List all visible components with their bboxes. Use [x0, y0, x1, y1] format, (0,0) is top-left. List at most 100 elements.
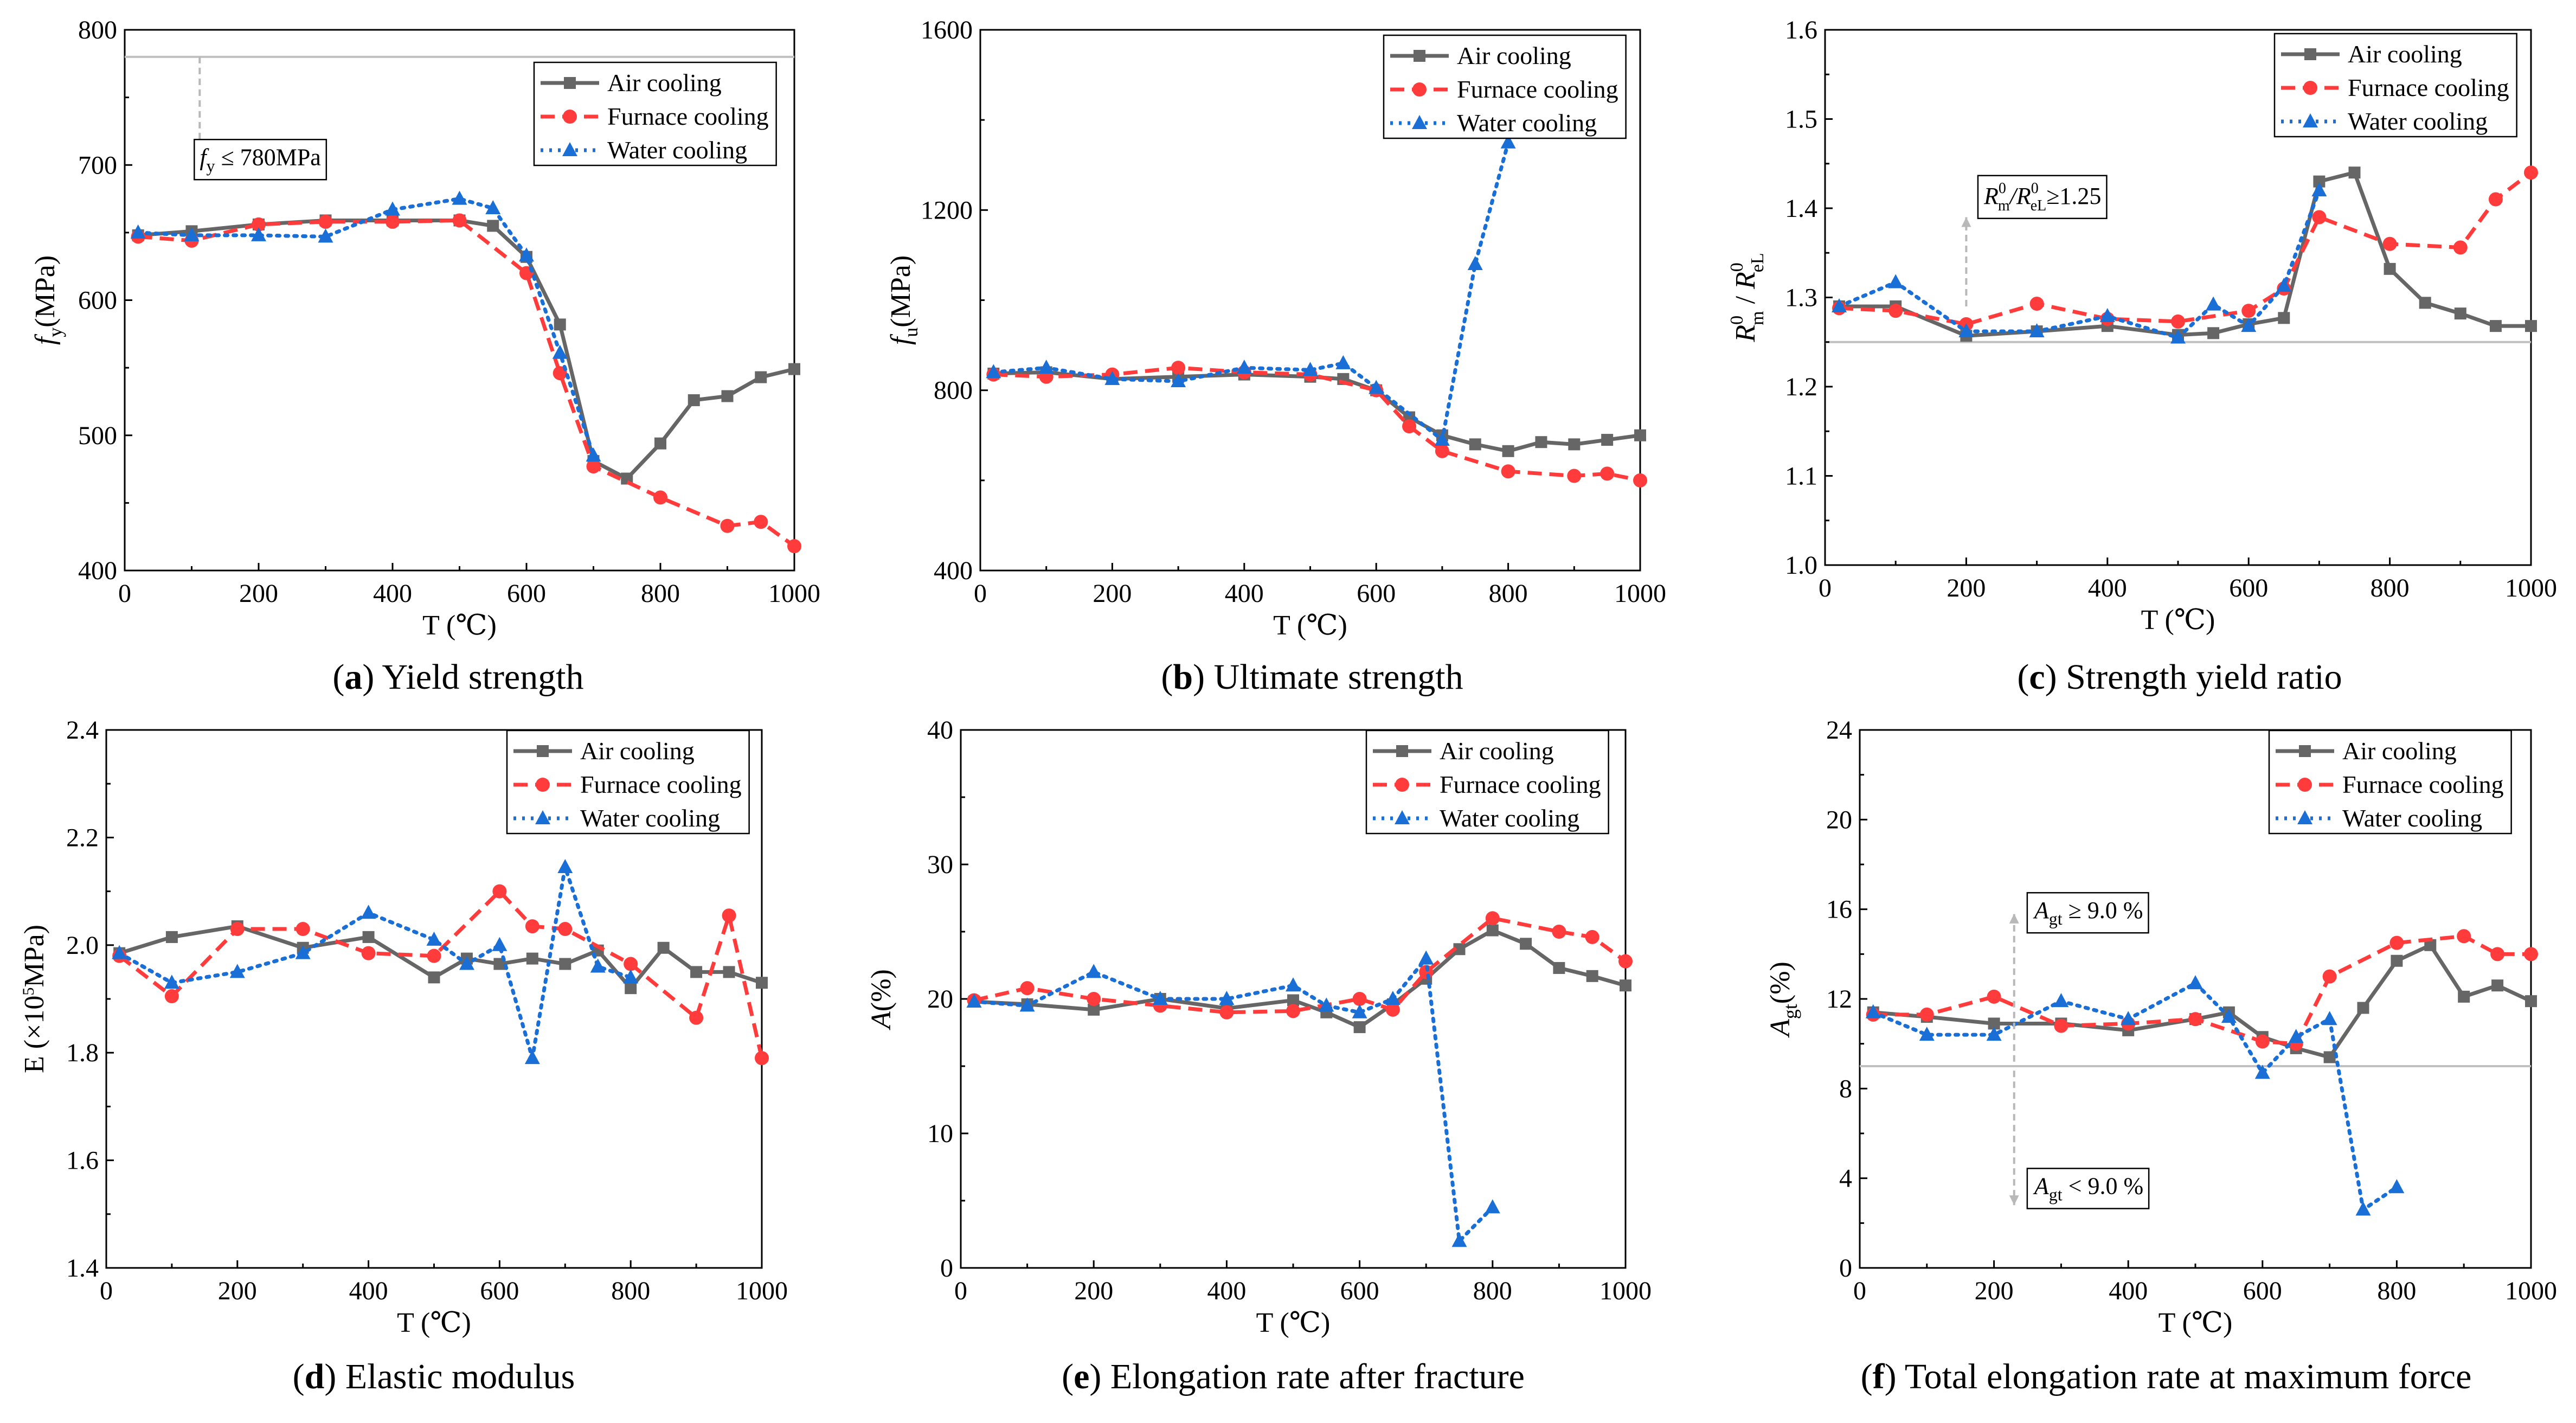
data-point — [2348, 166, 2361, 179]
data-point — [2458, 990, 2470, 1003]
data-point — [487, 220, 499, 232]
series-line — [138, 218, 795, 481]
legend-label: Air cooling — [607, 69, 722, 97]
data-point — [1552, 925, 1566, 939]
data-point — [690, 966, 703, 978]
data-point — [1485, 911, 1500, 926]
data-point — [2241, 318, 2257, 332]
series-air-cooling — [1867, 939, 2537, 1063]
x-tick-label: 1000 — [736, 1277, 788, 1305]
data-point — [1418, 950, 1434, 965]
y-tick-label: 1.8 — [66, 1039, 99, 1067]
data-point — [1385, 1002, 1400, 1017]
x-tick-label: 0 — [100, 1277, 113, 1305]
data-point — [1352, 992, 1367, 1006]
y-tick-label: 400 — [78, 556, 117, 585]
data-point — [557, 858, 573, 873]
x-tick-label: 400 — [1225, 579, 1264, 608]
data-point — [754, 515, 768, 529]
data-point — [2206, 296, 2221, 311]
data-point — [2453, 240, 2468, 255]
y-tick-label: 1.3 — [1785, 284, 1817, 312]
legend-label: Furnace cooling — [2348, 74, 2509, 101]
x-tick-label: 400 — [2088, 574, 2127, 602]
series-water-cooling — [986, 134, 1516, 446]
annotation-text: Agt < 9.0 % — [2033, 1173, 2143, 1204]
data-point — [2278, 312, 2290, 324]
legend-marker — [2303, 113, 2318, 127]
data-point — [756, 977, 768, 989]
data-point — [2188, 975, 2203, 990]
y-axis-label: E (×105MPa) — [19, 925, 50, 1073]
x-tick-label: 0 — [1853, 1277, 1866, 1305]
data-point — [2312, 210, 2327, 225]
data-point — [1888, 274, 1904, 289]
data-point — [1434, 432, 1450, 446]
data-point — [1865, 1004, 1881, 1018]
annotation: R0 m/R0 eL≥1.25 — [1961, 175, 2108, 306]
data-point — [130, 224, 146, 239]
x-tick-label: 1000 — [2505, 574, 2557, 602]
legend-label: Air cooling — [1457, 42, 1571, 69]
x-tick-label: 200 — [218, 1277, 257, 1305]
data-point — [251, 227, 266, 241]
series-furnace-cooling — [986, 361, 1647, 488]
data-point — [1553, 962, 1565, 974]
legend-label: Furnace cooling — [1457, 75, 1618, 103]
data-point — [1286, 1004, 1300, 1018]
chart-panel-f: 0 200 400 600 800 1000 0 4 8 12 16 20 24 T (℃) Agt(%) A… — [1765, 716, 2557, 1396]
legend: Air cooling Furnace cooling Water cooling — [533, 61, 777, 166]
data-point — [2357, 1002, 2369, 1014]
legend: Air cooling Furnace cooling Water cooling — [2268, 729, 2512, 835]
data-point — [230, 922, 245, 937]
data-point — [1987, 989, 2001, 1004]
data-point — [526, 952, 538, 965]
data-point — [787, 539, 801, 554]
series-line — [974, 928, 1626, 1030]
data-point — [2489, 320, 2502, 332]
data-point — [1520, 938, 1532, 950]
data-point — [1832, 298, 1847, 312]
data-point — [986, 364, 1001, 379]
data-point — [2054, 1018, 2068, 1033]
data-point — [1586, 970, 1598, 982]
data-point — [2053, 993, 2069, 1008]
series-line — [1837, 188, 2321, 340]
data-point — [657, 941, 670, 954]
panel-caption: (b) Ultimate strength — [1161, 657, 1463, 697]
legend-label: Water cooling — [2342, 804, 2482, 832]
data-point — [1451, 1233, 1467, 1247]
x-tick-label: 1000 — [1614, 579, 1666, 608]
data-point — [428, 971, 440, 984]
data-point — [625, 982, 637, 995]
y-tick-label: 500 — [78, 421, 117, 450]
x-tick-label: 1000 — [2505, 1277, 2557, 1305]
y-tick-label: 20 — [1826, 805, 1852, 834]
data-point — [112, 945, 127, 959]
data-point — [1219, 991, 1235, 1005]
data-point — [361, 905, 376, 919]
data-point — [2322, 1011, 2337, 1025]
series-line — [1871, 980, 2399, 1213]
legend-marker — [562, 142, 577, 156]
data-point — [1634, 429, 1646, 441]
series-air-cooling — [132, 214, 800, 485]
data-point — [2171, 314, 2185, 329]
x-tick-label: 800 — [1489, 579, 1528, 608]
data-point — [586, 447, 601, 462]
data-point — [1088, 1003, 1100, 1016]
y-tick-label: 1.6 — [1785, 16, 1817, 44]
legend-label: Water cooling — [580, 804, 720, 832]
data-point — [788, 363, 800, 375]
legend-marker — [537, 745, 549, 757]
data-point — [452, 190, 467, 205]
data-point — [1568, 438, 1581, 451]
series-water-cooling — [130, 190, 601, 462]
data-point — [295, 945, 311, 959]
series-line — [119, 924, 763, 991]
data-point — [485, 200, 501, 215]
data-point — [1618, 954, 1633, 969]
y-tick-label: 400 — [934, 556, 973, 585]
x-tick-label: 600 — [2243, 1277, 2282, 1305]
x-tick-label: 600 — [507, 579, 546, 608]
